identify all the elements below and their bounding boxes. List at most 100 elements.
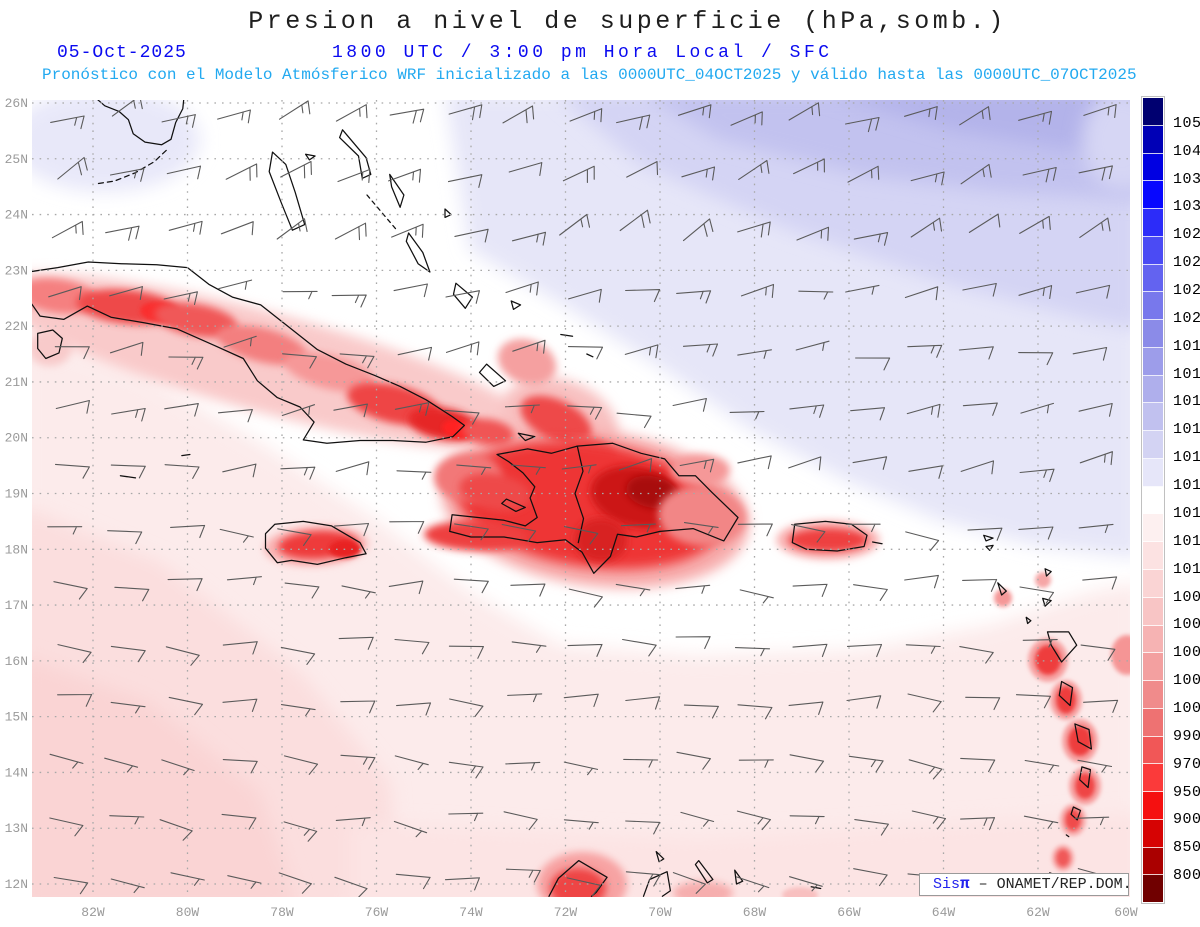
- colorbar-label: 1000: [1173, 699, 1200, 717]
- wind-barb: [1072, 346, 1108, 361]
- colorbar-label: 800: [1173, 867, 1200, 885]
- wind-barb: [335, 104, 368, 122]
- wind-barb: [968, 213, 1001, 233]
- low-pressure-blob: [673, 881, 733, 897]
- colorbar-label: 1028: [1173, 226, 1200, 244]
- colorbar-label: 1010: [1173, 560, 1200, 578]
- wind-barb: [738, 759, 774, 768]
- colorbar-cell: [1143, 597, 1163, 626]
- wind-barb: [624, 344, 659, 359]
- wind-barb: [1075, 284, 1111, 299]
- wind-barb: [57, 693, 93, 707]
- wind-barb: [334, 222, 367, 241]
- wind-barb: [391, 223, 424, 238]
- wind-barb: [853, 584, 888, 601]
- wind-barb: [54, 346, 90, 360]
- wind-barb: [278, 100, 311, 120]
- wind-barb: [791, 524, 826, 543]
- wind-barb: [907, 344, 943, 358]
- wind-barb: [1018, 285, 1053, 300]
- colorbar-label: 1002: [1173, 672, 1200, 690]
- wind-barb: [57, 644, 92, 664]
- low-pressure-blob: [575, 518, 627, 562]
- lon-label: 70W: [648, 905, 672, 920]
- colorbar-label: 1004: [1173, 644, 1200, 662]
- wind-barb: [740, 283, 775, 298]
- wind-barb: [672, 397, 707, 412]
- wind-barb: [619, 209, 651, 232]
- wind-barb: [222, 463, 257, 478]
- lon-label: 68W: [743, 905, 767, 920]
- coastline-long-island: [405, 232, 431, 273]
- wind-barb: [788, 701, 824, 715]
- wind-barb: [109, 815, 145, 825]
- colorbar-cell: [1143, 181, 1163, 210]
- watermark-separator: –: [978, 876, 997, 893]
- colorbar-cell: [1143, 819, 1163, 848]
- lon-label: 74W: [459, 905, 483, 920]
- low-pressure-blob: [497, 338, 557, 386]
- low-pressure-blob: [32, 330, 72, 366]
- wind-barb: [737, 349, 772, 359]
- wind-barb: [739, 589, 774, 604]
- coastline-hispaniola: [449, 442, 739, 574]
- low-pressure-blob: [550, 868, 606, 897]
- wind-barb: [1020, 402, 1055, 414]
- low-pressure-blob: [788, 528, 868, 552]
- colorbar-cell: [1143, 542, 1163, 571]
- wind-barb: [276, 218, 308, 240]
- wind-barb: [563, 526, 599, 545]
- colorbar-label: 1017: [1173, 393, 1200, 411]
- coastline-vieques: [871, 541, 883, 545]
- coastline-bonaire: [734, 869, 744, 885]
- wind-barb: [393, 820, 428, 838]
- wind-barb: [683, 522, 719, 534]
- colorbar-cell: [1143, 264, 1163, 293]
- lat-label: 16N: [5, 654, 28, 669]
- wind-barb: [788, 102, 821, 121]
- wind-barb: [907, 693, 942, 713]
- coastline-aruba: [655, 850, 665, 863]
- lat-label: 19N: [5, 487, 28, 502]
- wind-barb: [339, 353, 375, 369]
- wind-barb: [854, 819, 889, 836]
- wind-barb: [1079, 451, 1113, 466]
- wind-barb: [282, 290, 318, 300]
- wind-barb: [737, 221, 771, 238]
- wind-barb: [736, 810, 771, 831]
- wind-barb: [388, 580, 424, 595]
- wind-barb: [625, 871, 661, 887]
- wind-barb: [393, 283, 428, 298]
- wind-barb: [1019, 468, 1055, 483]
- wind-barb: [277, 528, 312, 546]
- wind-barb: [55, 399, 90, 414]
- wind-barb: [163, 291, 198, 306]
- wind-barb: [1078, 165, 1113, 181]
- lat-label: 23N: [5, 263, 28, 278]
- wind-barb: [511, 641, 547, 653]
- wind-barb: [679, 458, 715, 473]
- wind-barb: [444, 409, 480, 425]
- colorbar-cell: [1143, 347, 1163, 376]
- wind-barb: [906, 403, 941, 418]
- wind-barb: [959, 646, 994, 664]
- coastline-cayman-1: [119, 475, 137, 479]
- lon-label: 76W: [365, 905, 389, 920]
- wind-barb: [1080, 644, 1116, 661]
- wind-barb: [910, 217, 943, 238]
- wind-barb: [905, 644, 941, 654]
- wind-barb: [445, 290, 480, 304]
- wind-barb: [846, 643, 883, 658]
- wind-barb: [505, 761, 541, 771]
- colorbar-cell: [1143, 403, 1163, 432]
- wind-barb: [283, 755, 319, 775]
- colorbar-label: 1030: [1173, 198, 1200, 216]
- coastline-los-roques: [810, 886, 822, 890]
- wind-barb: [49, 753, 84, 769]
- wind-barbs: [47, 100, 1119, 897]
- wind-barb: [111, 100, 143, 117]
- colorbar-label: 1012: [1173, 532, 1200, 550]
- wind-barb: [616, 114, 651, 130]
- wind-barb: [960, 460, 995, 475]
- low-pressure-blob: [462, 418, 514, 446]
